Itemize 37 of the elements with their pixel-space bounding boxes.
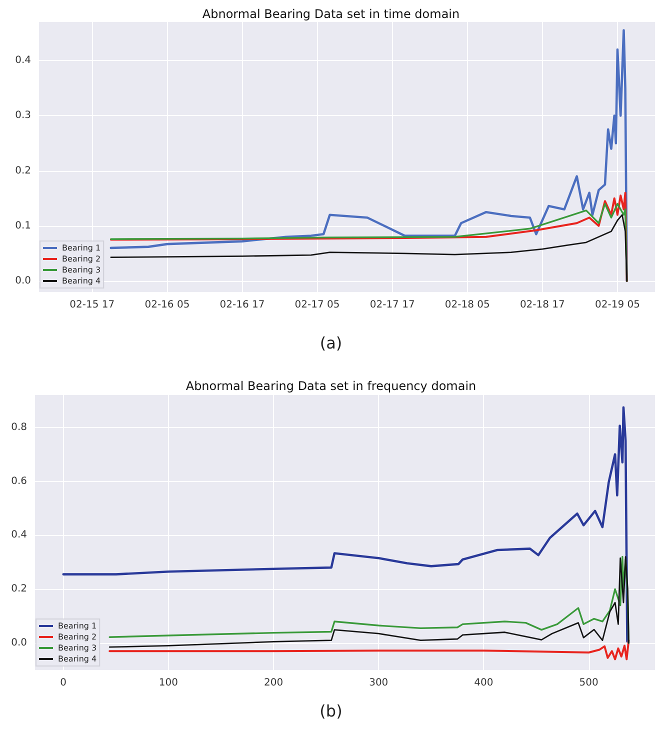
- y-tick-label: 0.6: [11, 476, 27, 487]
- x-tick-label: 02-15 17: [70, 300, 115, 310]
- chart-title: Abnormal Bearing Data set in frequency domain: [186, 379, 476, 393]
- x-tick-label: 02-19 05: [594, 300, 640, 310]
- text: (b): [320, 702, 342, 720]
- x-tick-label: 02-18 17: [520, 300, 565, 310]
- legend-label: Bearing 1: [58, 622, 97, 630]
- legend-label: Bearing 4: [58, 654, 97, 664]
- x-tick-label: 02-17 17: [370, 300, 415, 310]
- y-tick-label: 0.1: [15, 220, 31, 232]
- x-tick-label: 100: [158, 678, 178, 688]
- y-tick-label: 0.8: [11, 422, 27, 433]
- y-tick-label: 0.4: [15, 55, 31, 66]
- legend-label: Bearing 1: [62, 244, 101, 252]
- x-tick-label: 02-17 05: [294, 300, 340, 310]
- x-tick-label: 300: [369, 678, 388, 688]
- text: (a): [320, 334, 342, 352]
- x-tick-label: 02-16 17: [220, 300, 265, 310]
- x-tick-label: 200: [264, 678, 284, 688]
- x-tick-label: 0: [60, 678, 67, 688]
- legend-label: Bearing 3: [58, 644, 97, 652]
- y-tick-label: 0.3: [15, 110, 31, 122]
- y-tick-label: 0.4: [11, 530, 27, 541]
- legend-label: Bearing 2: [58, 632, 97, 642]
- y-tick-label: 0.2: [11, 584, 27, 595]
- y-tick-label: 0.0: [15, 275, 31, 286]
- x-tick-label: 02-16 05: [144, 300, 190, 310]
- legend-label: Bearing 3: [62, 266, 101, 274]
- y-tick-label: 0.2: [15, 165, 31, 176]
- y-tick-label: 0.0: [11, 638, 27, 649]
- x-tick-label: 500: [579, 678, 598, 688]
- legend-label: Bearing 4: [62, 276, 101, 286]
- chart-title: Abnormal Bearing Data set in time domain: [202, 7, 460, 21]
- x-tick-label: 02-18 05: [444, 300, 490, 310]
- legend-label: Bearing 2: [62, 254, 101, 264]
- x-tick-label: 400: [474, 678, 494, 688]
- line-series: [108, 639, 630, 660]
